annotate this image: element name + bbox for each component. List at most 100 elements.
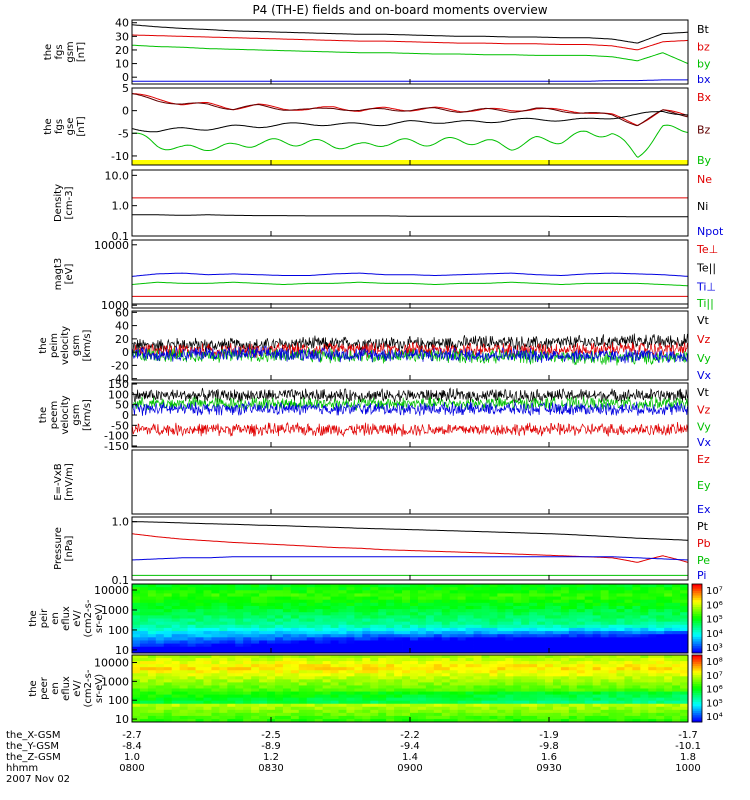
spectrogram-cell	[314, 688, 324, 692]
colorbar-step	[692, 655, 702, 658]
spectrogram-cell	[314, 593, 324, 597]
spectrogram-cell	[600, 640, 609, 644]
x-row-label: the_X-GSM	[6, 730, 60, 741]
spectrogram-cell	[235, 682, 244, 686]
spectrogram-cell	[521, 694, 530, 699]
spectrogram-cell	[171, 590, 181, 594]
spectrogram-cell	[132, 593, 141, 597]
spectrogram-cell	[680, 655, 689, 659]
colorbar-step	[692, 719, 702, 723]
spectrogram-cell	[147, 718, 157, 723]
spectrogram-cell	[322, 718, 331, 723]
spectrogram-cell	[251, 649, 260, 654]
spectrogram-cell	[187, 673, 196, 677]
spectrogram-cell	[235, 593, 244, 597]
spectrogram-cell	[624, 679, 633, 683]
spectrogram-cell	[394, 631, 403, 635]
spectrogram-cell	[513, 697, 522, 702]
y-tick-label: 10	[115, 644, 129, 657]
spectrogram-cell	[219, 615, 228, 619]
spectrogram-cell	[648, 664, 657, 668]
spectrogram-cell	[640, 706, 649, 711]
spectrogram-cell	[672, 640, 681, 644]
spectrogram-cell	[274, 609, 284, 613]
spectrogram-cell	[568, 627, 578, 632]
spectrogram-cell	[457, 634, 466, 638]
spectrogram-cell	[402, 649, 411, 654]
spectrogram-cell	[187, 694, 196, 699]
spectrogram-cell	[370, 667, 379, 671]
spectrogram-cell	[640, 618, 649, 623]
spectrogram-cell	[259, 655, 268, 659]
spectrogram-cell	[552, 624, 562, 629]
spectrogram-cell	[171, 631, 181, 635]
spectrogram-cell	[251, 661, 260, 665]
spectrogram-cell	[147, 602, 157, 607]
spectrogram-cell	[211, 667, 220, 671]
spectrogram-cell	[465, 685, 474, 689]
spectrogram-cell	[139, 670, 149, 674]
spectrogram-cell	[441, 609, 451, 613]
spectrogram-cell	[545, 712, 554, 717]
spectrogram-cell	[211, 596, 220, 601]
spectrogram-cell	[338, 605, 347, 610]
spectrogram-cell	[259, 667, 268, 671]
spectrogram-cell	[576, 658, 586, 662]
spectrogram-cell	[473, 694, 482, 699]
spectrogram-cell	[155, 667, 165, 671]
spectrogram-cell	[330, 712, 339, 717]
spectrogram-cell	[362, 593, 371, 597]
spectrogram-cell	[624, 682, 633, 686]
spectrogram-cell	[155, 712, 165, 717]
spectrogram-cell	[497, 609, 506, 613]
spectrogram-cell	[656, 643, 665, 648]
spectrogram-cell	[417, 700, 427, 705]
spectrogram-cell	[378, 624, 387, 629]
spectrogram-cell	[314, 634, 324, 638]
spectrogram-cell	[378, 709, 387, 714]
spectrogram-cell	[227, 605, 236, 610]
spectrogram-cell	[648, 593, 657, 597]
spectrogram-cell	[417, 676, 427, 680]
spectrogram-cell	[648, 584, 657, 588]
spectrogram-cell	[179, 634, 188, 638]
spectrogram-cell	[656, 640, 665, 644]
spectrogram-cell	[251, 718, 260, 723]
spectrogram-cell	[616, 667, 625, 671]
spectrogram-cell	[648, 643, 657, 648]
spectrogram-cell	[211, 709, 220, 714]
spectrogram-cell	[187, 590, 196, 594]
spectrogram-cell	[187, 682, 196, 686]
spectrogram-cell	[195, 599, 204, 604]
spectrogram-cell	[449, 679, 459, 683]
spectrogram-cell	[155, 646, 165, 651]
spectrogram-cell	[560, 643, 570, 648]
spectrogram-cell	[195, 691, 204, 695]
spectrogram-cell	[576, 584, 586, 588]
spectrogram-cell	[545, 640, 554, 644]
spectrogram-cell	[648, 590, 657, 594]
spectrogram-cell	[155, 624, 165, 629]
spectrogram-cell	[386, 709, 395, 714]
spectrogram-cell	[473, 691, 482, 695]
spectrogram-cell	[608, 609, 617, 613]
spectrogram-cell	[187, 624, 196, 629]
spectrogram-cell	[267, 596, 276, 601]
spectrogram-cell	[322, 609, 331, 613]
legend-entry: Bz	[697, 124, 711, 137]
spectrogram-cell	[394, 618, 403, 623]
spectrogram-cell	[608, 685, 617, 689]
spectrogram-cell	[179, 615, 188, 619]
spectrogram-cell	[640, 646, 649, 651]
spectrogram-cell	[386, 627, 395, 632]
spectrogram-cell	[243, 688, 252, 692]
spectrogram-cell	[394, 609, 403, 613]
colorbar-step	[692, 604, 702, 608]
spectrogram-cell	[378, 685, 387, 689]
spectrogram-cell	[457, 655, 466, 659]
spectrogram-cell	[513, 590, 522, 594]
spectrogram-cell	[616, 694, 625, 699]
legend-entry: Pt	[697, 520, 709, 533]
spectrogram-cell	[552, 712, 562, 717]
colorbar-step	[692, 668, 702, 672]
